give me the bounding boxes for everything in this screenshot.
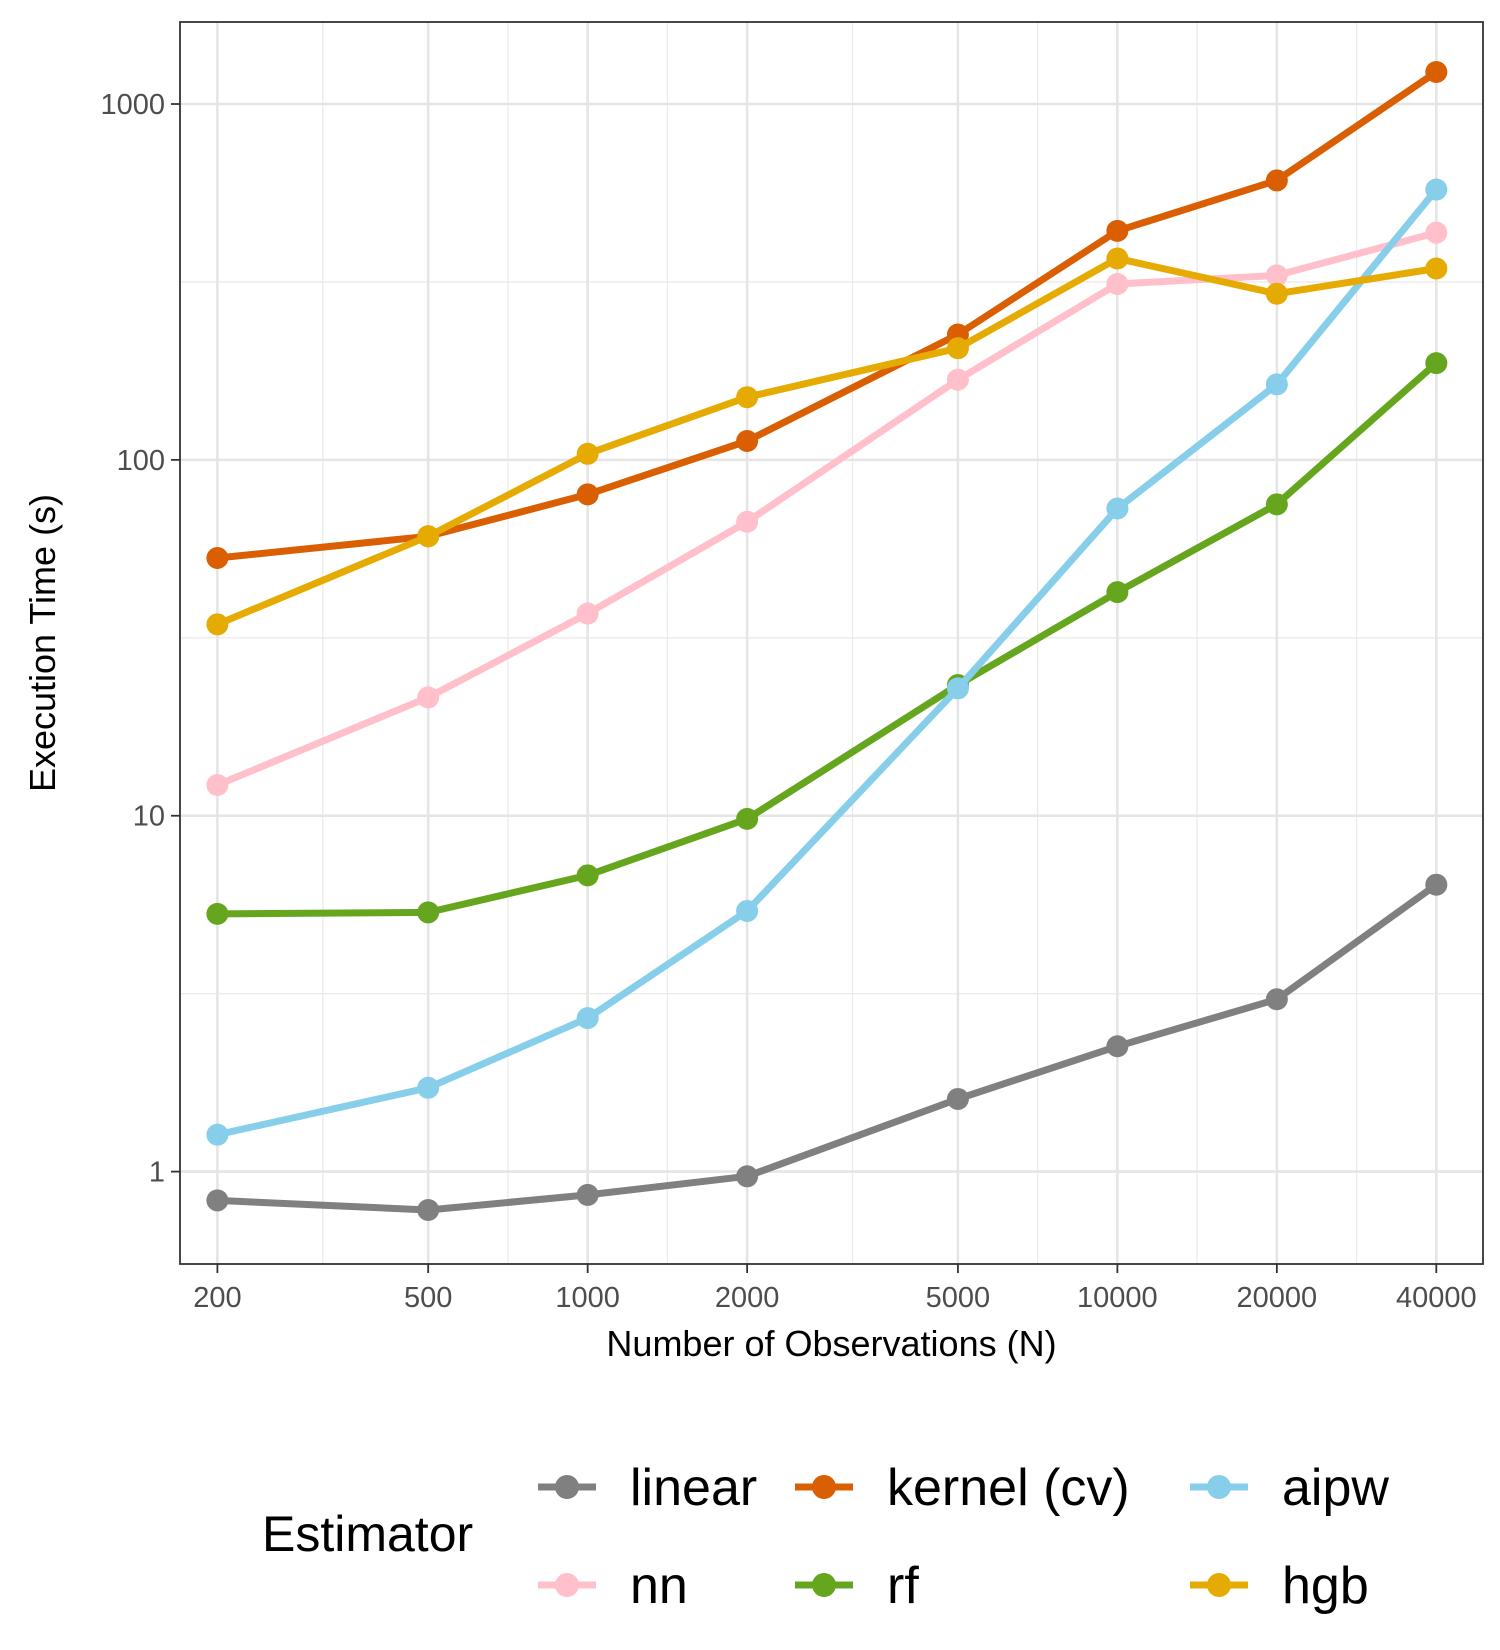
data-point-aipw — [206, 1123, 229, 1146]
data-point-aipw — [576, 1007, 599, 1030]
data-point-aipw — [1106, 497, 1129, 520]
data-point-hgb — [417, 525, 440, 548]
data-point-linear — [1106, 1035, 1129, 1058]
series-kernel-cv — [206, 61, 1448, 569]
data-point-aipw — [946, 677, 969, 700]
legend-item-hgb: hgb — [1190, 1557, 1369, 1615]
data-point-hgb — [736, 386, 759, 409]
x-tick-label: 500 — [404, 1282, 452, 1314]
series-nn — [206, 221, 1448, 797]
y-tick-label: 100 — [117, 445, 165, 477]
legend-key-point — [1207, 1573, 1231, 1597]
series-hgb — [206, 247, 1448, 636]
legend-title: Estimator — [262, 1506, 473, 1562]
data-point-rf — [1425, 352, 1448, 375]
data-point-rf — [1265, 493, 1288, 516]
data-point-rf — [736, 807, 759, 830]
series-line-aipw — [213, 186, 1440, 1139]
legend-label: hgb — [1282, 1557, 1369, 1615]
y-tick-label: 1000 — [100, 89, 165, 121]
data-point-linear — [576, 1183, 599, 1206]
x-tick-label: 5000 — [926, 1282, 991, 1314]
x-axis-ticks: 200 500 1000 2000 5000 10000 20000 40000 — [193, 1264, 1477, 1314]
legend-label: aipw — [1282, 1459, 1389, 1517]
panel-border — [179, 21, 1484, 1265]
data-point-kernel-cv — [1265, 169, 1288, 192]
legend-label: kernel (cv) — [887, 1459, 1130, 1517]
data-point-linear — [417, 1199, 440, 1222]
x-tick-label: 40000 — [1396, 1282, 1477, 1314]
data-point-nn — [946, 368, 969, 391]
legend-item-nn: nn — [538, 1557, 688, 1615]
data-point-rf — [417, 901, 440, 924]
data-point-nn — [736, 510, 759, 533]
series-line-rf — [213, 359, 1440, 918]
data-point-aipw — [1425, 178, 1448, 201]
legend-key-point — [555, 1573, 579, 1597]
data-point-hgb — [206, 613, 229, 636]
data-point-hgb — [946, 337, 969, 360]
data-point-nn — [1106, 273, 1129, 296]
data-point-hgb — [576, 442, 599, 465]
data-point-hgb — [1425, 257, 1448, 280]
x-tick-label: 10000 — [1077, 1282, 1158, 1314]
data-point-aipw — [417, 1076, 440, 1099]
x-tick-label: 1000 — [555, 1282, 620, 1314]
grid-minor — [180, 22, 1483, 1264]
data-point-nn — [206, 774, 229, 797]
data-point-linear — [1265, 988, 1288, 1011]
data-point-nn — [417, 686, 440, 709]
y-tick-label: 10 — [133, 801, 165, 833]
data-point-linear — [946, 1087, 969, 1110]
data-point-linear — [1425, 873, 1448, 896]
legend-item-linear: linear — [538, 1459, 757, 1517]
data-point-kernel-cv — [1425, 61, 1448, 84]
x-tick-label: 20000 — [1237, 1282, 1318, 1314]
data-point-aipw — [1265, 373, 1288, 396]
legend-key-point — [1207, 1475, 1231, 1499]
y-axis-title: Execution Time (s) — [22, 494, 63, 792]
legend-key-point — [812, 1573, 836, 1597]
x-axis-title: Number of Observations (N) — [606, 1323, 1056, 1364]
data-point-hgb — [1265, 282, 1288, 305]
series-line-hgb — [213, 255, 1440, 628]
legend-item-kernel-cv: kernel (cv) — [795, 1459, 1130, 1517]
data-point-nn — [1265, 264, 1288, 287]
legend-label: linear — [630, 1459, 757, 1517]
data-point-aipw — [736, 899, 759, 922]
data-point-kernel-cv — [1106, 219, 1129, 242]
data-point-kernel-cv — [576, 483, 599, 506]
legend-key-point — [555, 1475, 579, 1499]
legend-item-rf: rf — [795, 1557, 919, 1615]
legend-label: nn — [630, 1557, 688, 1615]
y-tick-label: 1 — [149, 1157, 165, 1189]
data-point-rf — [576, 864, 599, 887]
series-line-kernel-cv — [213, 68, 1440, 562]
data-point-kernel-cv — [736, 429, 759, 452]
series-line-linear — [213, 881, 1440, 1214]
legend-label: rf — [887, 1557, 919, 1615]
series-aipw — [206, 178, 1448, 1146]
data-point-linear — [206, 1189, 229, 1212]
data-point-kernel-cv — [206, 546, 229, 569]
data-point-hgb — [1106, 247, 1129, 270]
series-layer — [206, 61, 1448, 1222]
data-point-rf — [206, 902, 229, 925]
x-tick-label: 2000 — [715, 1282, 780, 1314]
series-line-nn — [213, 229, 1440, 789]
x-tick-label: 200 — [193, 1282, 241, 1314]
data-point-nn — [1425, 221, 1448, 244]
legend-item-aipw: aipw — [1190, 1459, 1389, 1517]
legend: Estimator linear kernel (cv) aipw nn rf hgb — [262, 1459, 1389, 1615]
data-point-linear — [736, 1165, 759, 1188]
data-point-rf — [1106, 581, 1129, 604]
y-axis-ticks: 1 10 100 1000 — [100, 89, 180, 1189]
series-linear — [206, 873, 1448, 1222]
legend-key-point — [812, 1475, 836, 1499]
data-point-nn — [576, 602, 599, 625]
